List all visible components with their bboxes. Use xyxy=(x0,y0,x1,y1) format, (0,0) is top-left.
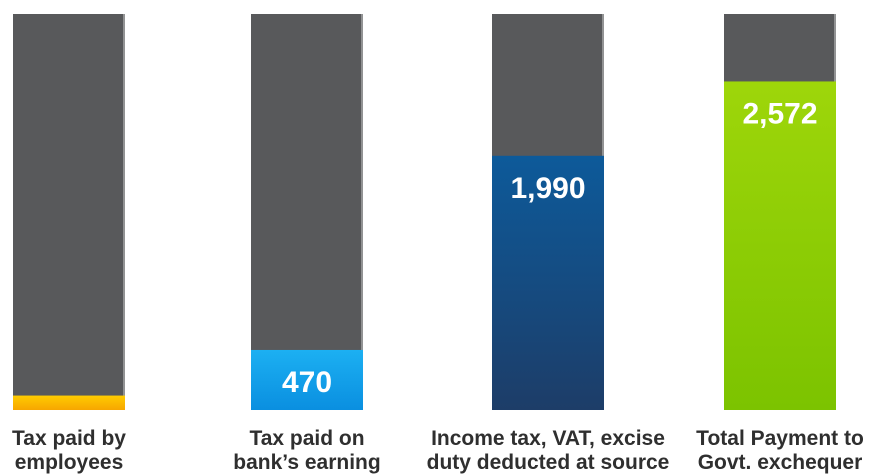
bar xyxy=(724,81,836,410)
bar-value-label: 2,572 xyxy=(742,97,817,130)
bar-edge xyxy=(361,14,363,410)
category-label: employees xyxy=(15,451,124,474)
category-label: Income tax, VAT, excise xyxy=(431,427,665,450)
bar-track xyxy=(13,14,125,410)
bar-edge xyxy=(123,14,125,410)
bar-value-label: 470 xyxy=(282,366,332,399)
category-label: Tax paid by xyxy=(12,427,126,450)
bar xyxy=(492,155,604,410)
category-label: Tax paid on xyxy=(249,427,364,450)
category-label: Total Payment to xyxy=(696,427,864,450)
category-label: bank’s earning xyxy=(233,451,380,474)
bar-value-label: 113 xyxy=(45,412,93,445)
bar-value-label: 1,990 xyxy=(510,172,585,205)
bar xyxy=(13,395,125,410)
bar xyxy=(251,349,363,410)
bar-track xyxy=(251,14,363,410)
category-label: Govt. exchequer xyxy=(698,451,863,474)
category-label: duty deducted at source xyxy=(427,451,670,474)
bars-layer: 113 470 1,990 2,572 xyxy=(13,14,836,445)
